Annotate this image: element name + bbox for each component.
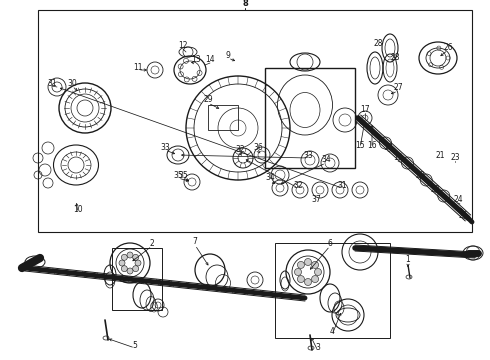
Text: 17: 17 bbox=[360, 105, 370, 114]
Text: 18: 18 bbox=[383, 144, 393, 153]
Text: 8: 8 bbox=[242, 0, 248, 9]
Circle shape bbox=[315, 269, 321, 275]
Circle shape bbox=[297, 275, 304, 283]
Text: 28: 28 bbox=[373, 39, 383, 48]
Text: 6: 6 bbox=[327, 238, 332, 248]
Text: 34: 34 bbox=[265, 174, 275, 183]
Circle shape bbox=[133, 266, 139, 272]
Circle shape bbox=[122, 266, 127, 272]
Text: 35: 35 bbox=[178, 171, 188, 180]
Text: 36: 36 bbox=[253, 144, 263, 153]
Bar bbox=[275, 243, 390, 338]
Text: 7: 7 bbox=[193, 238, 197, 247]
Bar bbox=[38, 10, 472, 232]
Text: 5: 5 bbox=[133, 341, 137, 350]
Text: 23: 23 bbox=[450, 153, 460, 162]
Circle shape bbox=[304, 258, 312, 266]
Bar bbox=[265, 68, 355, 168]
Text: 34: 34 bbox=[321, 156, 331, 165]
Circle shape bbox=[294, 269, 301, 275]
Circle shape bbox=[312, 275, 318, 283]
Text: 13: 13 bbox=[191, 55, 201, 64]
Circle shape bbox=[127, 252, 133, 258]
Text: 12: 12 bbox=[178, 41, 188, 50]
Text: 32: 32 bbox=[293, 180, 303, 189]
Text: 29: 29 bbox=[203, 95, 213, 104]
Text: 30: 30 bbox=[67, 78, 77, 87]
Text: 9: 9 bbox=[225, 50, 230, 59]
Text: 2: 2 bbox=[149, 238, 154, 248]
Circle shape bbox=[133, 255, 139, 260]
Circle shape bbox=[127, 268, 133, 274]
Text: 1: 1 bbox=[406, 256, 411, 265]
Text: 22: 22 bbox=[430, 185, 440, 194]
Bar bbox=[112, 248, 162, 310]
Text: 4: 4 bbox=[330, 328, 335, 337]
Text: 31: 31 bbox=[337, 180, 347, 189]
Circle shape bbox=[122, 255, 127, 260]
Circle shape bbox=[119, 260, 125, 266]
Circle shape bbox=[297, 261, 304, 269]
Circle shape bbox=[312, 261, 318, 269]
Text: 26: 26 bbox=[443, 42, 453, 51]
Text: 11: 11 bbox=[133, 63, 143, 72]
Text: 28: 28 bbox=[390, 54, 400, 63]
Text: 14: 14 bbox=[205, 55, 215, 64]
Text: 35: 35 bbox=[173, 171, 183, 180]
Text: 20: 20 bbox=[415, 171, 425, 180]
Circle shape bbox=[135, 260, 141, 266]
Text: 24: 24 bbox=[453, 195, 463, 204]
Text: 27: 27 bbox=[393, 84, 403, 93]
Text: 19: 19 bbox=[393, 153, 403, 162]
Text: 16: 16 bbox=[367, 140, 377, 149]
Text: 37: 37 bbox=[311, 195, 321, 204]
Circle shape bbox=[304, 279, 312, 285]
Text: 25: 25 bbox=[458, 211, 468, 220]
Text: 10: 10 bbox=[73, 206, 83, 215]
Bar bbox=[208, 105, 238, 130]
Text: 32: 32 bbox=[235, 145, 245, 154]
Text: 33: 33 bbox=[160, 143, 170, 152]
Text: 15: 15 bbox=[355, 140, 365, 149]
Text: 3: 3 bbox=[316, 343, 320, 352]
Text: 31: 31 bbox=[47, 78, 57, 87]
Text: 33: 33 bbox=[303, 150, 313, 159]
Text: 21: 21 bbox=[435, 150, 445, 159]
